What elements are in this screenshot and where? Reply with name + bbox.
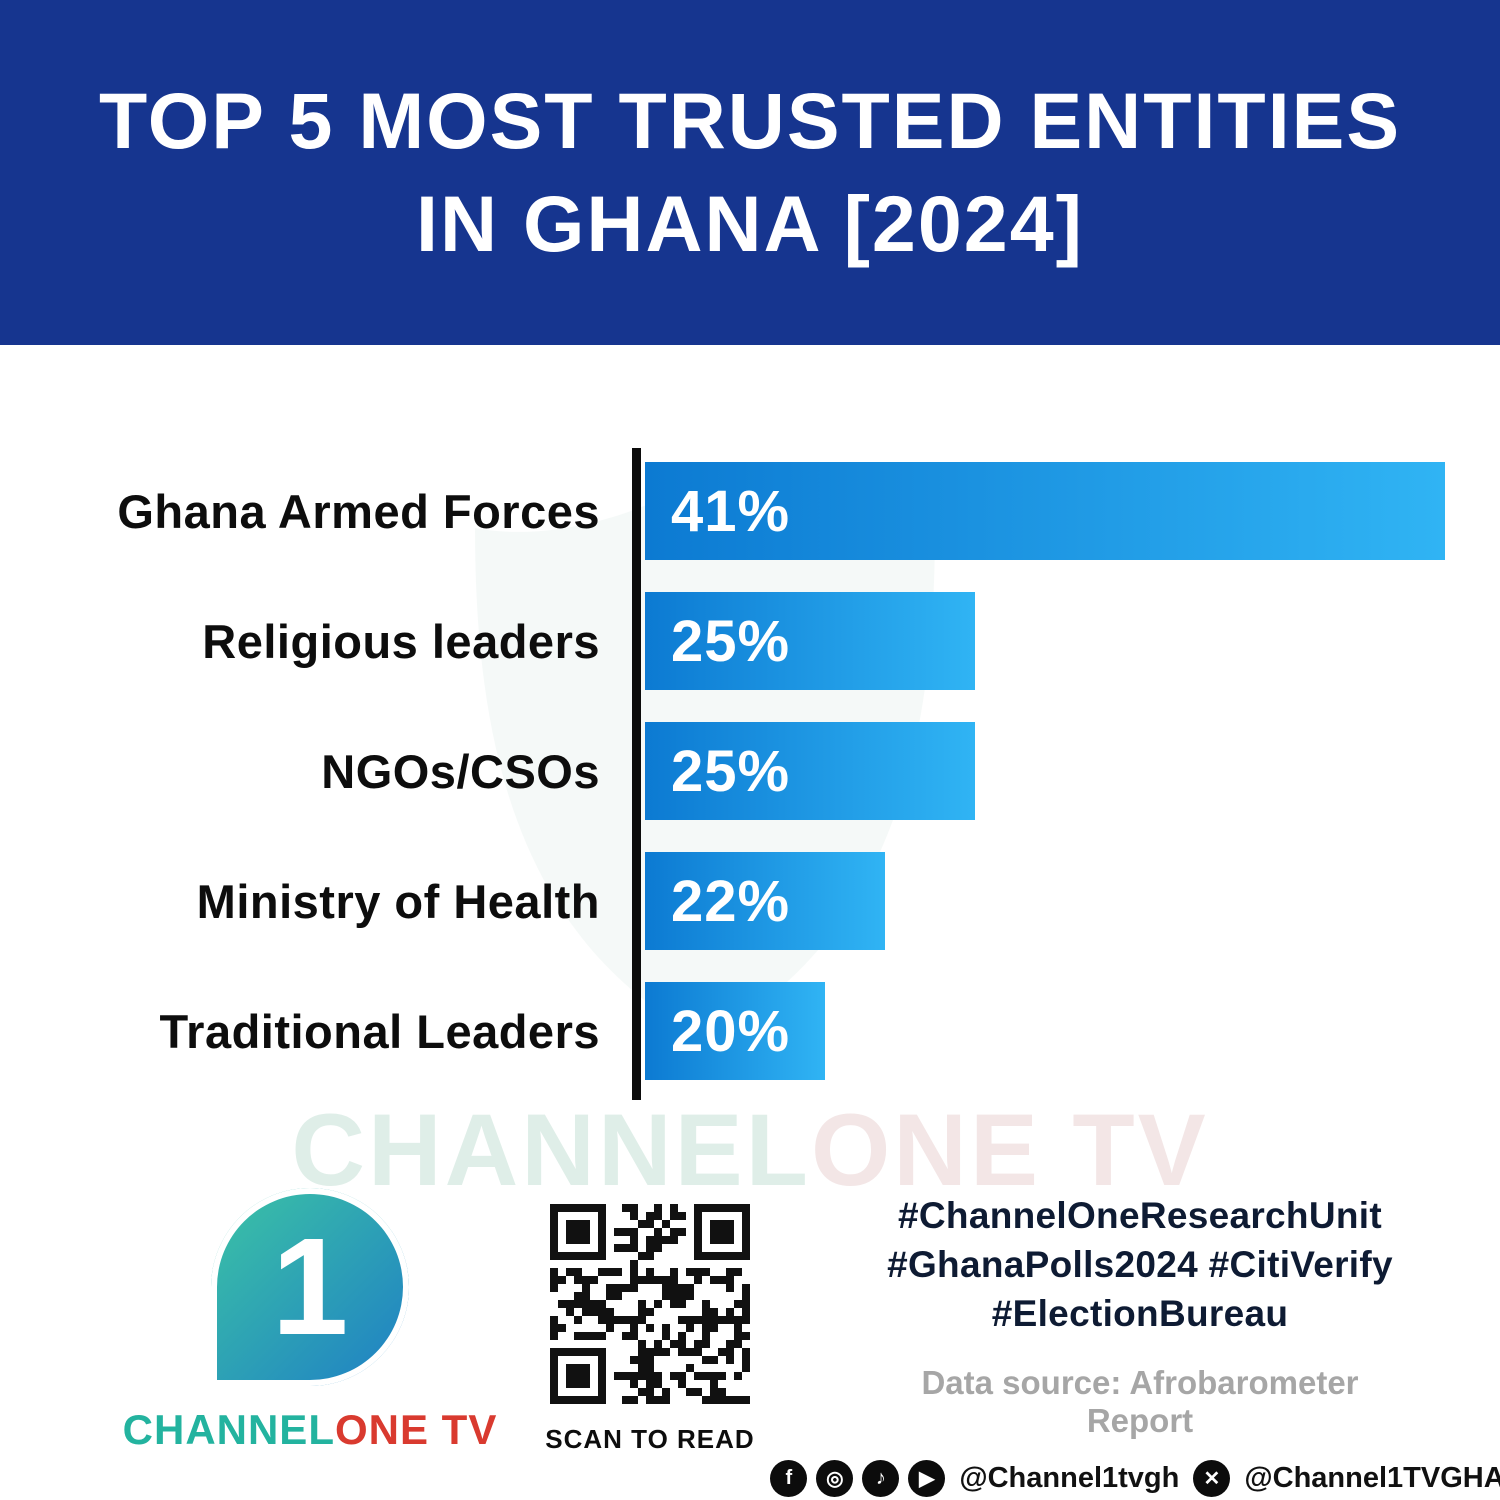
tiktok-icon: ♪: [862, 1460, 900, 1498]
category-label: Religious leaders: [202, 614, 600, 668]
qr-section: SCAN TO READ: [538, 1200, 762, 1455]
title-line-1: TOP 5 MOST TRUSTED ENTITIES: [98, 75, 1402, 165]
category-label: Ministry of Health: [196, 874, 600, 928]
social-row: f ◎ ♪ ▶ @Channel1tvgh ✕ @Channel1TVGHA: [770, 1460, 1500, 1498]
chart-axis: [632, 448, 641, 1100]
social-handle-x: @Channel1TVGHA: [1244, 1462, 1500, 1495]
value-label: 25%: [671, 608, 791, 674]
brand-channel: CHANNEL: [122, 1406, 335, 1453]
brand-tv: TV: [429, 1406, 498, 1453]
social-handle-primary: @Channel1tvgh: [959, 1462, 1180, 1495]
bar-ghana-armed-forces: 41%: [645, 462, 1445, 560]
instagram-icon: ◎: [816, 1460, 854, 1498]
bar-traditional-leaders: 20%: [645, 982, 825, 1080]
logo-one-mark: 1: [271, 1210, 349, 1364]
qr-label: SCAN TO READ: [545, 1424, 755, 1454]
data-source: Data source: Afrobarometer Report: [921, 1364, 1359, 1440]
category-label: Ghana Armed Forces: [117, 484, 600, 538]
chart-rows: Ghana Armed Forces 41% Religious leaders…: [0, 440, 1500, 1080]
footer-info: #ChannelOneResearchUnit #GhanaPolls2024 …: [770, 1192, 1500, 1500]
bar-ngos-csos: 25%: [645, 722, 975, 820]
qr-code: [546, 1200, 754, 1408]
x-icon: ✕: [1193, 1460, 1231, 1498]
watermark-channel: CHANNEL: [291, 1093, 811, 1207]
bar-chart: Ghana Armed Forces 41% Religious leaders…: [0, 440, 1500, 1110]
qr-code-image: [550, 1204, 750, 1404]
logo-pick-icon: 1: [211, 1188, 409, 1386]
value-label: 22%: [671, 868, 791, 934]
brand-watermark: CHANNELONE TV: [0, 1092, 1500, 1209]
hashtag-line-3: #ElectionBureau: [991, 1292, 1289, 1334]
value-label: 25%: [671, 738, 791, 804]
title-line-2: IN GHANA [2024]: [416, 178, 1084, 268]
value-label: 41%: [671, 478, 791, 544]
chart-row: NGOs/CSOs 25%: [0, 722, 1500, 820]
chart-row: Ministry of Health 22%: [0, 852, 1500, 950]
chart-row: Traditional Leaders 20%: [0, 982, 1500, 1080]
facebook-icon: f: [770, 1460, 808, 1498]
page-title: TOP 5 MOST TRUSTED ENTITIES IN GHANA [20…: [99, 70, 1401, 275]
chart-row: Religious leaders 25%: [0, 592, 1500, 690]
value-label: 20%: [671, 998, 791, 1064]
brand-wordmark: CHANNELONE TV: [120, 1406, 500, 1454]
youtube-icon: ▶: [908, 1460, 946, 1498]
category-label: NGOs/CSOs: [321, 744, 600, 798]
category-label: Traditional Leaders: [159, 1004, 600, 1058]
title-banner: TOP 5 MOST TRUSTED ENTITIES IN GHANA [20…: [0, 0, 1500, 345]
watermark-one-tv: ONE TV: [810, 1093, 1209, 1207]
brand-one: ONE: [334, 1406, 429, 1453]
chart-row: Ghana Armed Forces 41%: [0, 462, 1500, 560]
bar-ministry-of-health: 22%: [645, 852, 885, 950]
hashtag-line-1: #ChannelOneResearchUnit: [898, 1195, 1382, 1236]
hashtag-line-2: #GhanaPolls2024 #CitiVerify: [887, 1243, 1393, 1285]
bar-religious-leaders: 25%: [645, 592, 975, 690]
channel-one-logo: 1 CHANNELONE TV: [120, 1188, 500, 1454]
